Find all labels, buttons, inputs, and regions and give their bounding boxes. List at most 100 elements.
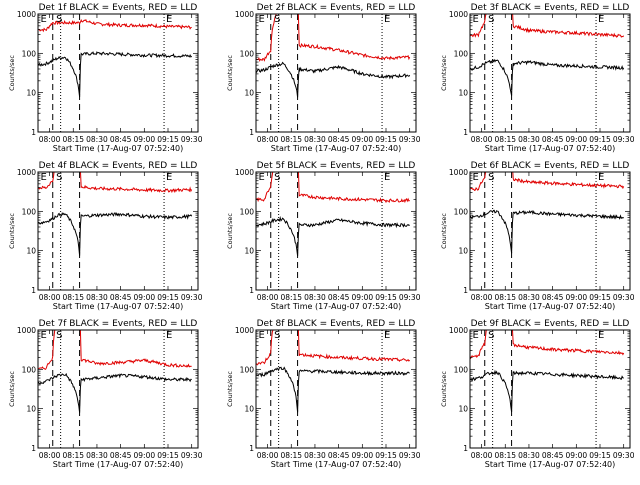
y-tick-label: 1 (249, 128, 254, 137)
events-series-line (256, 61, 411, 98)
x-tick-label: 09:15 (375, 293, 397, 302)
x-axis-label: Start Time (17-Aug-07 07:52:40) (485, 460, 616, 469)
x-tick-label: 09:15 (589, 293, 611, 302)
lld-series-line (38, 18, 192, 33)
y-tick-label: 1000 (449, 10, 468, 19)
flag-e-start: E (259, 330, 265, 341)
flag-e-end: E (598, 172, 604, 183)
y-tick-label: 1 (463, 128, 468, 137)
y-tick-label: 10 (244, 247, 254, 256)
panel-title: Det 1f BLACK = Events, RED = LLD (39, 3, 198, 13)
x-tick-label: 09:15 (589, 451, 611, 460)
x-tick-label: 08:15 (62, 293, 84, 302)
flag-e-start: E (41, 172, 47, 183)
x-tick-label: 08:30 (518, 451, 540, 460)
events-series-line (38, 372, 192, 413)
x-tick-label: 08:45 (110, 135, 132, 144)
x-tick-label: 08:15 (62, 451, 84, 460)
events-series-line (256, 215, 410, 257)
flag-e-end: E (384, 172, 390, 183)
panel-title: Det 8f BLACK = Events, RED = LLD (257, 319, 416, 329)
x-tick-label: 08:00 (257, 135, 279, 144)
y-tick-label: 1000 (235, 168, 254, 177)
y-tick-label: 1000 (235, 10, 254, 19)
x-tick-label: 09:15 (157, 293, 179, 302)
flag-e-end: E (598, 330, 604, 341)
x-tick-label: 08:00 (257, 451, 279, 460)
flag-s: S (488, 14, 494, 25)
panel-1: Det 1f BLACK = Events, RED = LLD 1 10 100 10… (8, 3, 203, 153)
events-series-line (470, 369, 624, 413)
x-tick-label: 09:15 (589, 135, 611, 144)
x-tick-label: 08:15 (494, 293, 516, 302)
flag-s: S (56, 330, 62, 341)
x-tick-label: 09:30 (181, 451, 203, 460)
x-tick-label: 08:45 (542, 451, 564, 460)
x-tick-label: 08:15 (494, 451, 516, 460)
x-tick-label: 08:00 (39, 451, 61, 460)
plot-frame (469, 329, 631, 449)
y-tick-label: 10 (26, 405, 36, 414)
x-tick-label: 09:30 (399, 293, 421, 302)
x-tick-label: 09:00 (352, 451, 374, 460)
y-tick-label: 100 (454, 365, 469, 374)
x-tick-label: 08:30 (304, 451, 326, 460)
x-tick-label: 08:30 (518, 135, 540, 144)
plot-frame (255, 13, 417, 133)
x-axis-label: Start Time (17-Aug-07 07:52:40) (271, 144, 402, 153)
plot-frame (469, 13, 631, 133)
x-tick-label: 08:45 (328, 293, 350, 302)
lld-series-line (38, 172, 193, 194)
y-tick-label: 1 (31, 128, 36, 137)
panel-5: Det 5f BLACK = Events, RED = LLD 1 10 100 10… (226, 161, 421, 311)
y-tick-label: 1000 (17, 10, 36, 19)
plot-frame (37, 13, 199, 133)
flag-e-end: E (166, 14, 172, 25)
y-tick-label: 100 (22, 365, 37, 374)
flag-e-start: E (473, 330, 479, 341)
y-tick-label: 1 (249, 444, 254, 453)
x-tick-label: 09:15 (157, 135, 179, 144)
x-tick-label: 08:30 (86, 451, 108, 460)
x-tick-label: 09:00 (134, 135, 156, 144)
flag-e-start: E (41, 330, 47, 341)
panel-8: Det 8f BLACK = Events, RED = LLD 1 10 100 10… (226, 319, 421, 469)
flag-e-start: E (473, 172, 479, 183)
x-tick-label: 08:45 (110, 293, 132, 302)
x-tick-label: 09:00 (566, 135, 588, 144)
y-tick-label: 1000 (449, 326, 468, 335)
x-tick-label: 08:00 (39, 293, 61, 302)
y-tick-label: 1 (463, 444, 468, 453)
x-tick-label: 09:30 (399, 135, 421, 144)
flag-e-start: E (41, 14, 47, 25)
x-axis-label: Start Time (17-Aug-07 07:52:40) (53, 302, 184, 311)
panel-6: Det 6f BLACK = Events, RED = LLD 1 10 100 10… (440, 161, 635, 311)
x-tick-label: 08:45 (542, 135, 564, 144)
y-tick-label: 1 (31, 444, 36, 453)
x-tick-label: 09:30 (613, 451, 635, 460)
lld-series-line (256, 330, 411, 366)
y-tick-label: 100 (454, 49, 469, 58)
y-tick-label: 1000 (17, 168, 36, 177)
flag-s: S (274, 172, 280, 183)
y-tick-label: 10 (458, 247, 468, 256)
y-axis-label: Counts/sec (226, 55, 234, 91)
y-axis-label: Counts/sec (8, 371, 16, 407)
y-axis-label: Counts/sec (440, 55, 448, 91)
panel-title: Det 3f BLACK = Events, RED = LLD (471, 3, 630, 13)
x-tick-label: 09:30 (613, 135, 635, 144)
x-tick-label: 09:15 (375, 451, 397, 460)
y-axis-label: Counts/sec (226, 371, 234, 407)
lld-series-line (470, 330, 625, 359)
y-axis-label: Counts/sec (8, 55, 16, 91)
events-series-line (256, 366, 410, 413)
x-tick-label: 09:30 (181, 135, 203, 144)
lld-series-line (470, 172, 625, 192)
x-tick-label: 09:00 (352, 135, 374, 144)
y-tick-label: 10 (244, 89, 254, 98)
panel-3: Det 3f BLACK = Events, RED = LLD 1 10 100 10… (440, 3, 635, 153)
plot-frame (37, 329, 199, 449)
flag-s: S (274, 14, 280, 25)
